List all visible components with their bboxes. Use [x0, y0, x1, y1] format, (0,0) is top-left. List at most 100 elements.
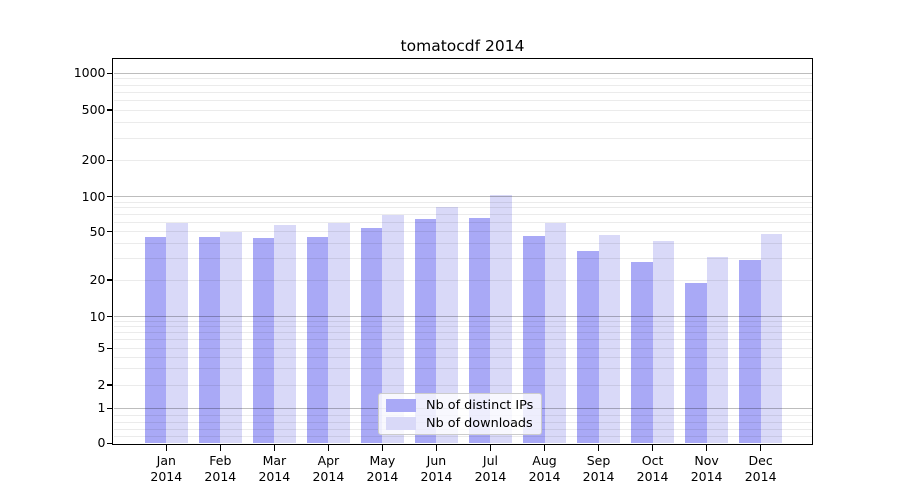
minor-gridline	[113, 137, 812, 139]
x-tick-label: May 2014	[366, 452, 399, 485]
bar-distinct-ips-9	[630, 262, 653, 444]
y-tick-label: 20	[89, 272, 106, 287]
minor-gridline	[113, 347, 812, 349]
bar-downloads-7	[544, 223, 567, 444]
bar-distinct-ips-0	[144, 237, 167, 444]
legend-label-downloads: Nb of downloads	[426, 415, 533, 431]
x-tick-label: Jun 2014	[420, 452, 453, 485]
minor-gridline	[113, 258, 812, 260]
bar-distinct-ips-11	[739, 260, 761, 444]
y-tick-label: 500	[81, 102, 106, 117]
bar-distinct-ips-4	[360, 227, 383, 444]
y-tick-label: 1000	[73, 65, 106, 81]
y-tick-mark	[107, 109, 113, 111]
x-tick-label: Sep 2014	[582, 452, 615, 485]
minor-gridline	[113, 78, 812, 80]
minor-gridline	[113, 91, 812, 93]
x-tick-mark	[651, 444, 654, 451]
y-tick-label: 100	[81, 188, 106, 204]
y-tick-label: 2	[97, 377, 106, 392]
bar-downloads-6	[490, 194, 513, 444]
minor-gridline	[113, 356, 812, 358]
x-tick-label: Aug 2014	[528, 452, 561, 485]
minor-gridline	[113, 339, 812, 341]
x-tick-mark	[489, 444, 492, 451]
x-tick-mark	[759, 444, 762, 451]
x-tick-label: Nov 2014	[690, 452, 723, 485]
x-tick-mark	[543, 444, 546, 451]
x-tick-label: Jan 2014	[150, 452, 183, 485]
minor-gridline	[113, 321, 812, 322]
bar-downloads-11	[760, 233, 783, 444]
legend-item-downloads: Nb of downloads	[379, 416, 541, 431]
bar-downloads-3	[328, 223, 350, 444]
y-tick-mark	[107, 407, 113, 409]
bar-distinct-ips-2	[252, 238, 275, 444]
x-tick-mark	[381, 444, 384, 451]
bar-distinct-ips-6	[468, 217, 491, 444]
minor-gridline	[113, 384, 812, 386]
legend-label-distinct-ips: Nb of distinct IPs	[426, 397, 534, 413]
y-tick-label: 200	[81, 152, 106, 168]
x-tick-label: Mar 2014	[258, 452, 291, 485]
legend-item-distinct-ips: Nb of distinct IPs	[379, 398, 541, 413]
y-tick-label: 5	[97, 340, 106, 356]
minor-gridline	[113, 121, 812, 123]
minor-gridline	[113, 99, 812, 101]
axis-spine-right	[811, 58, 813, 445]
bar-distinct-ips-8	[576, 250, 599, 444]
x-tick-mark	[165, 444, 167, 451]
bar-downloads-4	[382, 214, 404, 444]
bar-distinct-ips-7	[522, 236, 545, 444]
y-tick-mark	[107, 72, 113, 74]
x-tick-label: Jul 2014	[474, 452, 507, 485]
minor-gridline	[113, 242, 812, 244]
bar-distinct-ips-5	[414, 219, 437, 444]
y-tick-mark	[107, 442, 113, 444]
y-tick-mark	[107, 159, 113, 161]
y-tick-mark	[107, 196, 113, 198]
major-gridline	[113, 72, 812, 74]
minor-gridline	[113, 279, 812, 281]
bar-downloads-9	[652, 240, 675, 444]
x-tick-label: Dec 2014	[744, 452, 777, 485]
bar-downloads-2	[274, 225, 296, 444]
y-tick-mark	[107, 279, 113, 281]
legend-swatch-distinct-ips	[386, 398, 416, 412]
minor-gridline	[113, 231, 812, 233]
minor-gridline	[113, 221, 812, 223]
x-tick-mark	[273, 444, 276, 451]
legend-swatch-downloads	[386, 416, 416, 430]
y-tick-label: 50	[89, 223, 106, 239]
y-tick-label: 1	[97, 400, 106, 416]
axis-spine-top	[112, 57, 813, 59]
x-tick-mark	[597, 444, 600, 451]
y-tick-mark	[107, 231, 113, 233]
y-tick-label: 0	[97, 435, 106, 451]
x-tick-mark	[327, 444, 330, 451]
bar-downloads-5	[436, 206, 459, 444]
minor-gridline	[113, 201, 812, 203]
bar-downloads-8	[598, 234, 621, 444]
major-gridline	[113, 316, 812, 318]
minor-gridline	[113, 84, 812, 86]
bar-distinct-ips-3	[306, 237, 329, 444]
minor-gridline	[113, 207, 812, 209]
x-tick-label: Apr 2014	[312, 452, 345, 485]
y-tick-mark	[107, 316, 113, 318]
major-gridline	[113, 196, 812, 198]
axis-spine-left	[112, 58, 114, 445]
legend: Nb of distinct IPs Nb of downloads	[378, 393, 542, 435]
chart-title: tomatocdf 2014	[400, 37, 525, 55]
x-tick-mark	[219, 444, 222, 451]
bar-distinct-ips-10	[685, 282, 707, 444]
minor-gridline	[113, 435, 812, 437]
y-tick-mark	[107, 384, 113, 386]
bar-downloads-0	[166, 223, 188, 444]
minor-gridline	[113, 214, 812, 216]
minor-gridline	[113, 326, 812, 328]
axis-spine-bottom	[112, 443, 813, 445]
bar-distinct-ips-1	[198, 237, 221, 444]
x-tick-mark	[705, 444, 708, 451]
